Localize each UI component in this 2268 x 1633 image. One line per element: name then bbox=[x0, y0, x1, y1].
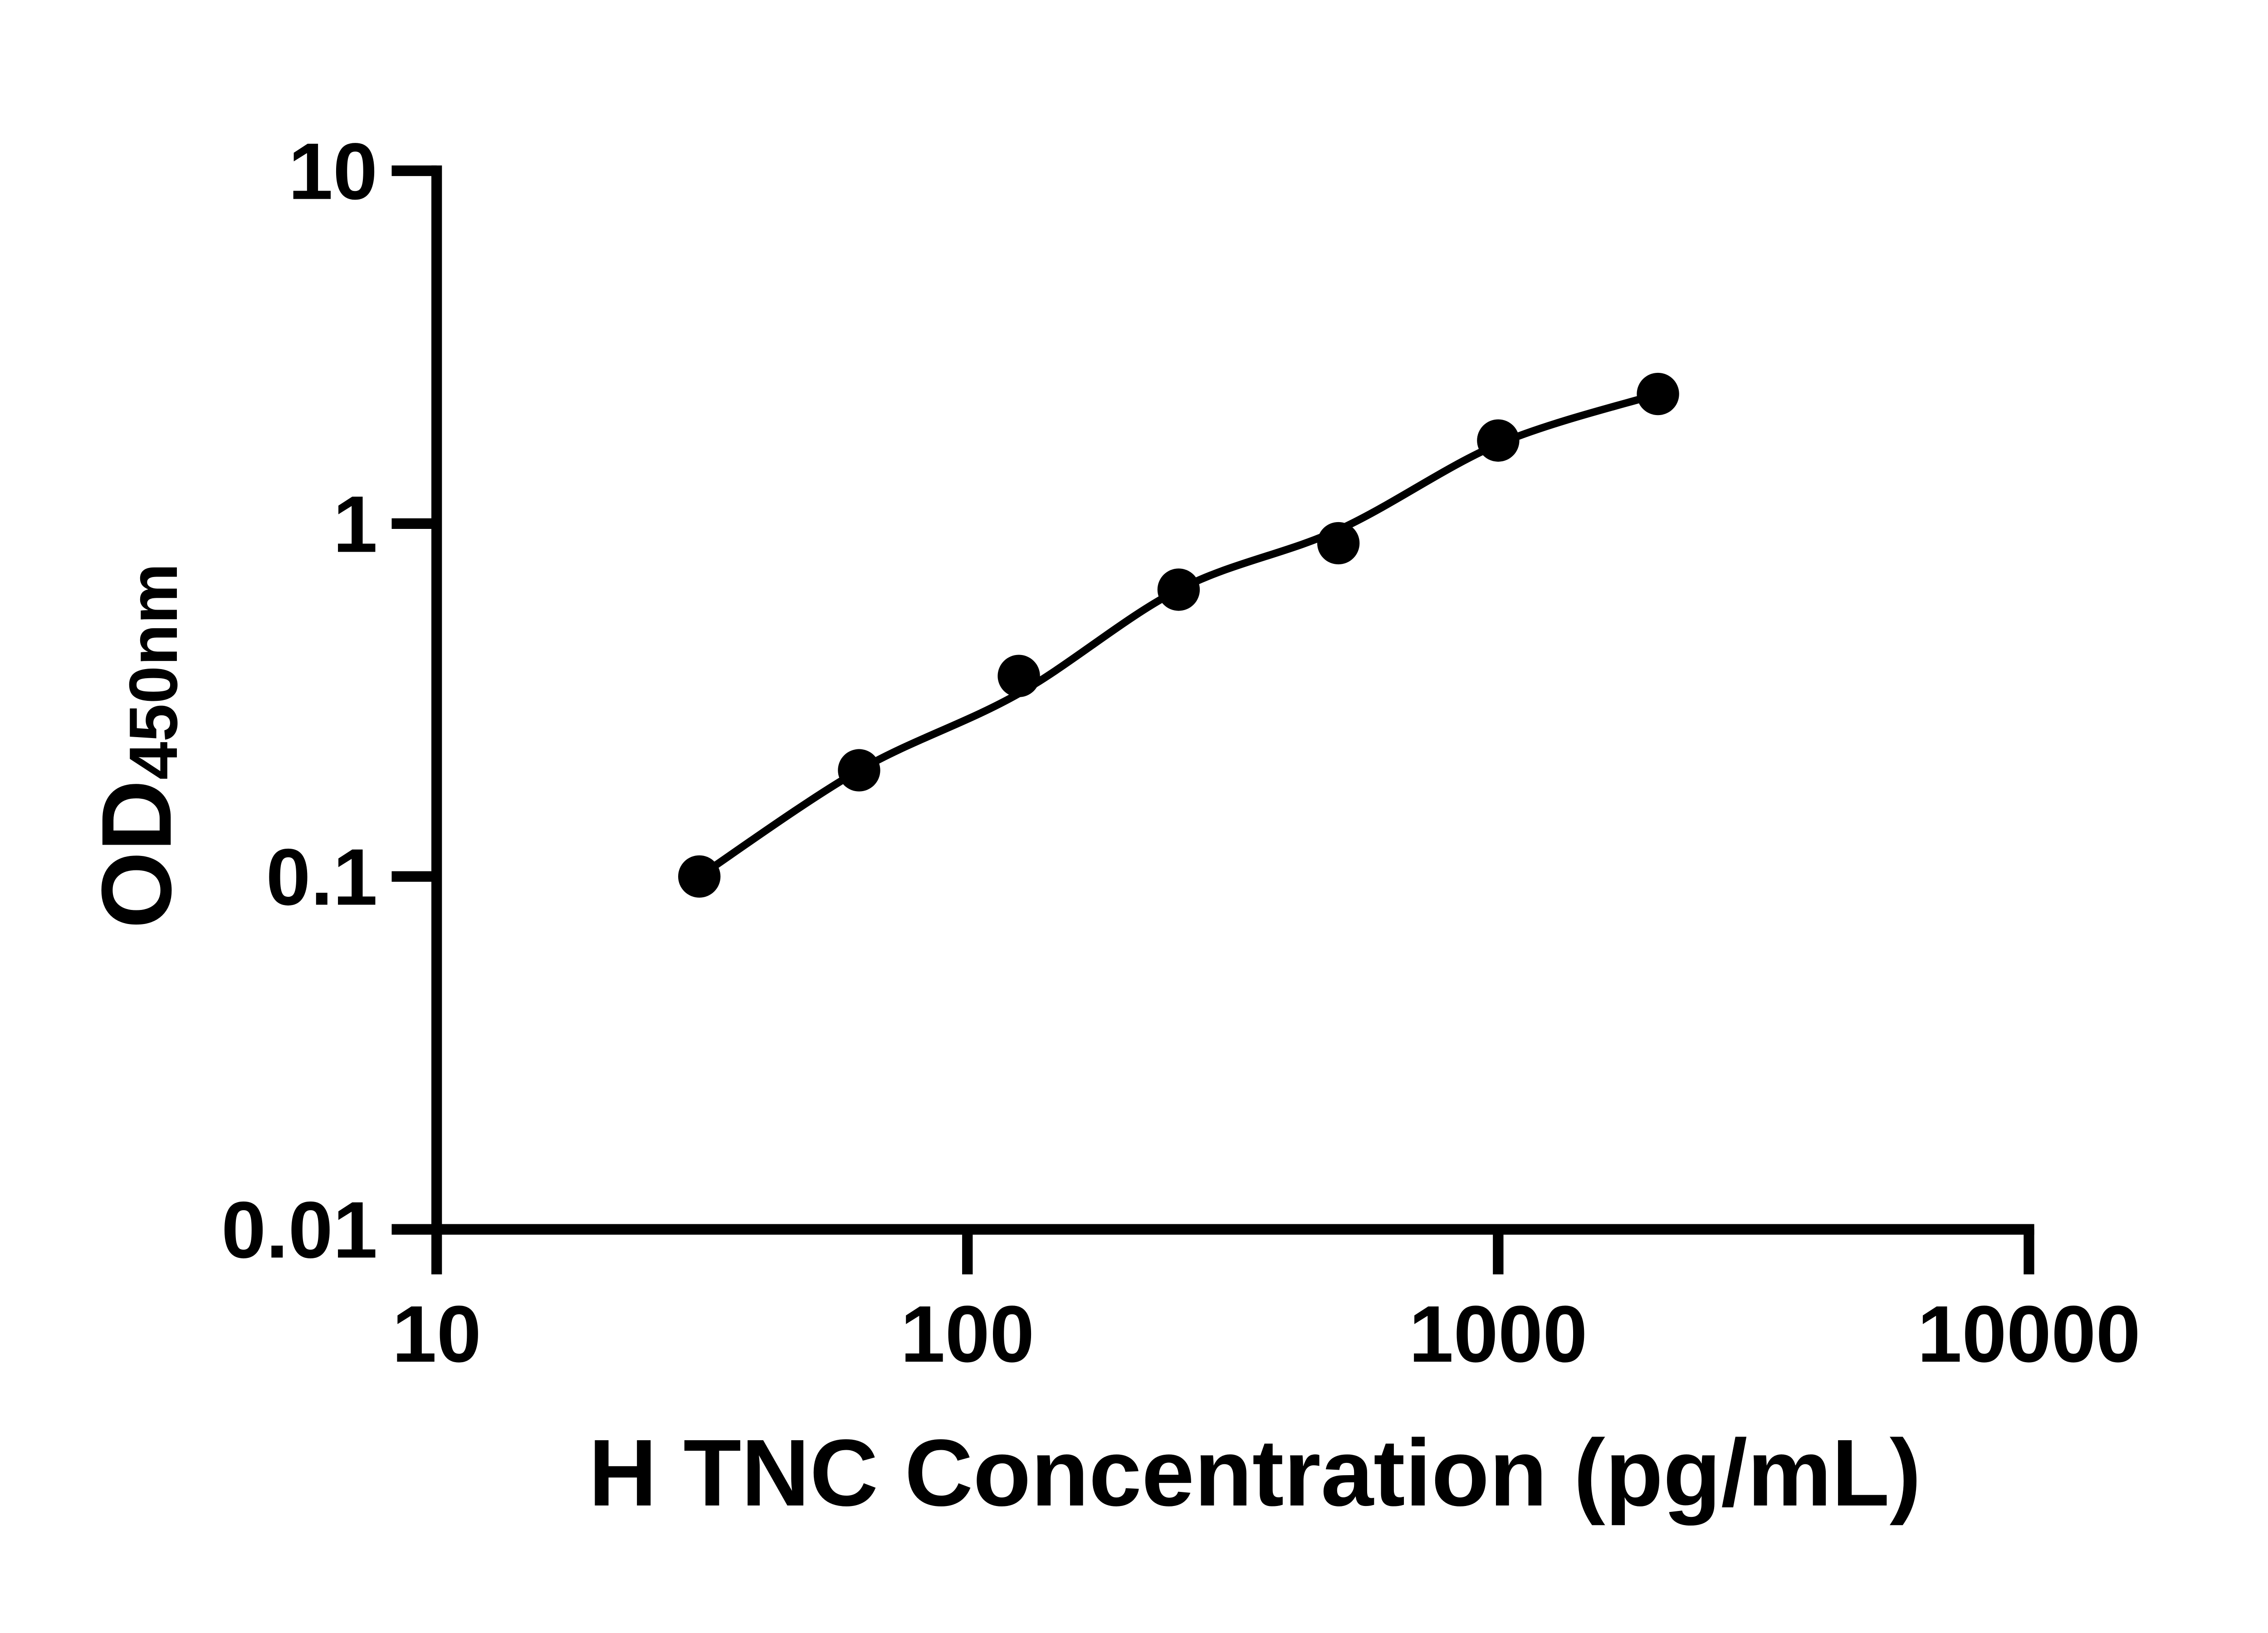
y-tick-label: 1 bbox=[333, 479, 377, 569]
fit-curve-group bbox=[697, 390, 1659, 880]
y-tick-label: 0.1 bbox=[266, 832, 377, 922]
data-point bbox=[1477, 419, 1520, 462]
fit-curve bbox=[697, 390, 1659, 880]
data-point bbox=[1637, 372, 1679, 416]
tick-labels-group: 10 100 1000 10000 10 1 0.1 0.01 bbox=[221, 127, 2141, 1379]
y-axis-title-subscript: 450nm bbox=[115, 563, 191, 780]
data-point bbox=[1317, 522, 1360, 565]
x-tick-label: 1000 bbox=[1409, 1289, 1588, 1379]
y-axis-title: OD450nm bbox=[81, 563, 192, 929]
x-tick-label: 10000 bbox=[1917, 1289, 2141, 1379]
data-point bbox=[678, 855, 721, 898]
x-tick-label: 10 bbox=[392, 1289, 481, 1379]
y-axis-title-main: OD bbox=[81, 780, 192, 929]
y-tick-label: 0.01 bbox=[221, 1185, 377, 1275]
data-point bbox=[838, 749, 880, 792]
x-axis-title: H TNC Concentration (pg/mL) bbox=[588, 1420, 1921, 1526]
data-point bbox=[997, 655, 1040, 697]
x-tick-label: 100 bbox=[900, 1289, 1034, 1379]
axis-lines bbox=[431, 165, 2034, 1235]
data-point bbox=[1157, 568, 1200, 611]
y-tick-label: 10 bbox=[288, 127, 378, 216]
data-points-group bbox=[678, 372, 1679, 898]
tick-marks-group bbox=[391, 165, 2034, 1275]
